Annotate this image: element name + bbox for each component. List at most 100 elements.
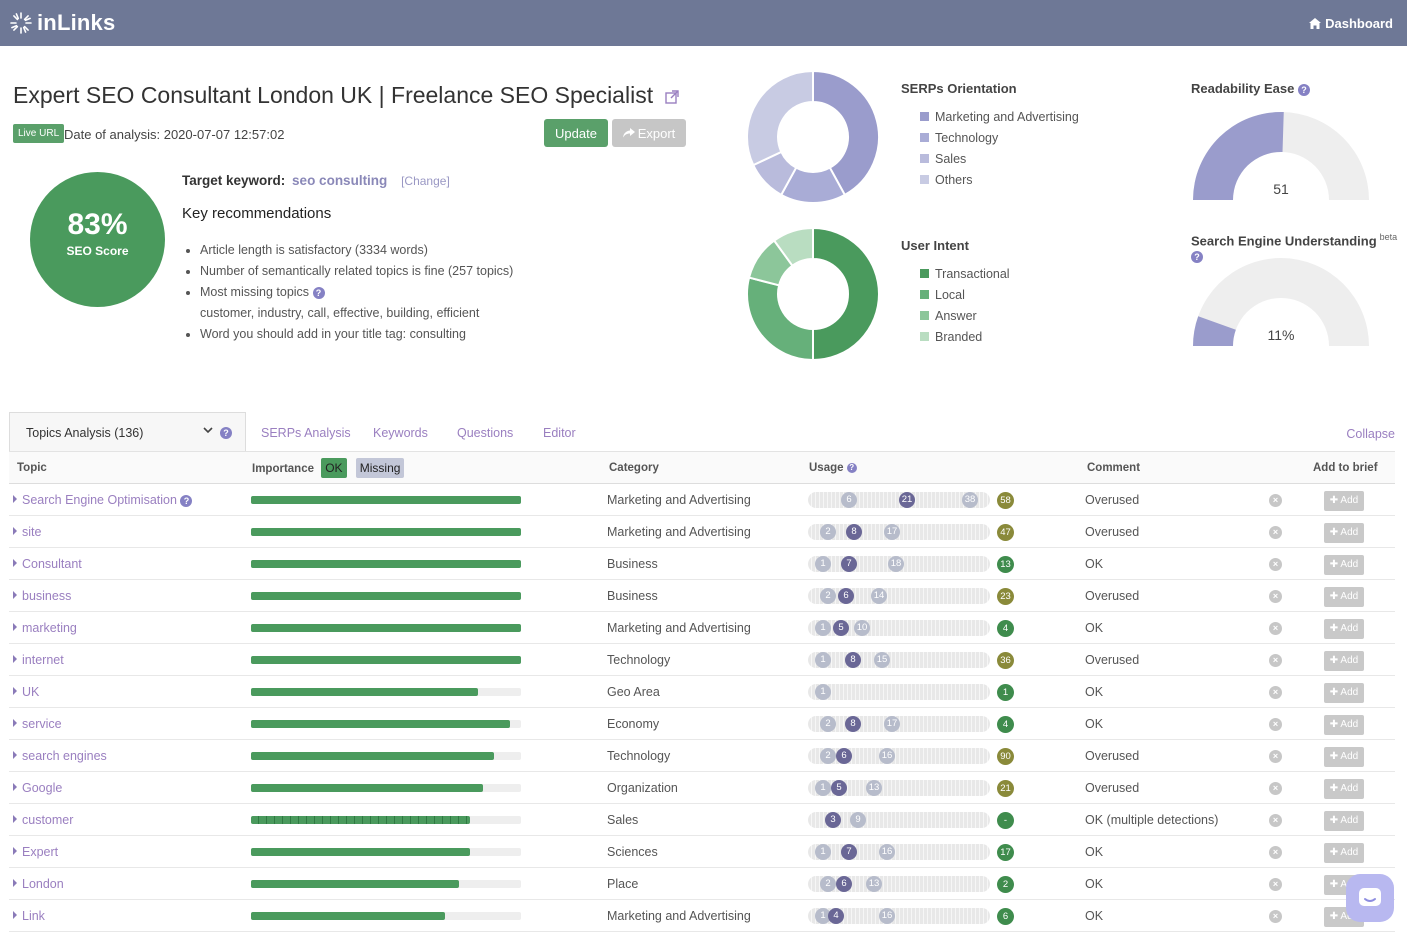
remove-icon[interactable]: ×: [1269, 654, 1282, 667]
tab-keywords[interactable]: Keywords: [373, 426, 428, 440]
remove-icon[interactable]: ×: [1269, 526, 1282, 539]
update-button[interactable]: Update: [544, 119, 608, 147]
chevron-down-icon[interactable]: [203, 425, 213, 435]
topic-link[interactable]: Link: [13, 909, 45, 923]
legend-item[interactable]: Others: [920, 169, 1079, 190]
topic-link[interactable]: business: [13, 589, 71, 603]
tab-serps-analysis[interactable]: SERPs Analysis: [261, 426, 351, 440]
remove-icon[interactable]: ×: [1269, 750, 1282, 763]
remove-icon[interactable]: ×: [1269, 878, 1282, 891]
expand-caret-icon[interactable]: [13, 911, 17, 919]
tab-questions[interactable]: Questions: [457, 426, 514, 440]
table-row[interactable]: search engines Technology 2 6 16 90 Overus…: [9, 740, 1395, 772]
add-to-brief-button[interactable]: ✚ Add: [1324, 523, 1364, 543]
help-icon[interactable]: ?: [1297, 83, 1310, 96]
serps-orientation-slice[interactable]: [746, 70, 814, 167]
tab-editor[interactable]: Editor: [543, 426, 576, 440]
add-to-brief-button[interactable]: ✚ Add: [1324, 811, 1364, 831]
table-row[interactable]: UK Geo Area 1 1 OK × ✚ Add: [9, 676, 1395, 708]
brand-logo[interactable]: inLinks: [9, 10, 115, 36]
dashboard-link[interactable]: Dashboard: [1309, 16, 1393, 31]
topic-link[interactable]: search engines: [13, 749, 107, 763]
topic-link[interactable]: service: [13, 717, 62, 731]
legend-item[interactable]: Branded: [920, 326, 1010, 347]
expand-caret-icon[interactable]: [13, 591, 17, 599]
topic-link[interactable]: Expert: [13, 845, 58, 859]
chat-widget-button[interactable]: [1346, 874, 1394, 922]
expand-caret-icon[interactable]: [13, 751, 17, 759]
remove-icon[interactable]: ×: [1269, 910, 1282, 923]
remove-icon[interactable]: ×: [1269, 494, 1282, 507]
add-to-brief-button[interactable]: ✚ Add: [1324, 619, 1364, 639]
remove-icon[interactable]: ×: [1269, 622, 1282, 635]
table-row[interactable]: internet Technology 1 8 15 36 Overused × ✚…: [9, 644, 1395, 676]
help-icon[interactable]: ?: [1191, 250, 1203, 263]
topic-link[interactable]: customer: [13, 813, 73, 827]
help-icon[interactable]: ?: [312, 286, 325, 299]
legend-item[interactable]: Marketing and Advertising: [920, 106, 1079, 127]
header-topic[interactable]: Topic: [17, 462, 47, 474]
add-to-brief-button[interactable]: ✚ Add: [1324, 779, 1364, 799]
expand-caret-icon[interactable]: [13, 847, 17, 855]
add-to-brief-button[interactable]: ✚ Add: [1324, 715, 1364, 735]
add-to-brief-button[interactable]: ✚ Add: [1324, 683, 1364, 703]
legend-item[interactable]: Technology: [920, 127, 1079, 148]
header-usage[interactable]: Usage ?: [809, 462, 857, 474]
expand-caret-icon[interactable]: [13, 687, 17, 695]
expand-caret-icon[interactable]: [13, 623, 17, 631]
filter-ok-pill[interactable]: OK: [321, 458, 347, 478]
table-row[interactable]: business Business 2 6 14 23 Overused × ✚ A…: [9, 580, 1395, 612]
user-intent-slice[interactable]: [812, 227, 880, 361]
external-link-icon[interactable]: [665, 90, 680, 104]
remove-icon[interactable]: ×: [1269, 814, 1282, 827]
legend-item[interactable]: Local: [920, 284, 1010, 305]
remove-icon[interactable]: ×: [1269, 590, 1282, 603]
tab-topics-analysis[interactable]: Topics Analysis (136) ?: [9, 412, 246, 452]
add-to-brief-button[interactable]: ✚ Add: [1324, 555, 1364, 575]
expand-caret-icon[interactable]: [13, 815, 17, 823]
help-icon[interactable]: ?: [220, 427, 232, 439]
topic-link[interactable]: Consultant: [13, 557, 82, 571]
table-row[interactable]: Link Marketing and Advertising 1 4 16 6 OK…: [9, 900, 1395, 932]
remove-icon[interactable]: ×: [1269, 558, 1282, 571]
collapse-link[interactable]: Collapse: [1346, 427, 1395, 441]
expand-caret-icon[interactable]: [13, 879, 17, 887]
legend-item[interactable]: Answer: [920, 305, 1010, 326]
user-intent-slice[interactable]: [772, 227, 814, 268]
table-row[interactable]: Search Engine Optimisation ? Marketing a…: [9, 484, 1395, 516]
remove-icon[interactable]: ×: [1269, 686, 1282, 699]
header-comment[interactable]: Comment: [1087, 462, 1141, 474]
user-intent-slice[interactable]: [746, 276, 814, 361]
filter-missing-pill[interactable]: Missing: [355, 458, 405, 478]
topic-link[interactable]: site: [13, 525, 41, 539]
expand-caret-icon[interactable]: [13, 495, 17, 503]
remove-icon[interactable]: ×: [1269, 718, 1282, 731]
add-to-brief-button[interactable]: ✚ Add: [1324, 843, 1364, 863]
table-row[interactable]: service Economy 2 8 17 4 OK × ✚ Add: [9, 708, 1395, 740]
add-to-brief-button[interactable]: ✚ Add: [1324, 651, 1364, 671]
topic-link[interactable]: London: [13, 877, 64, 891]
expand-caret-icon[interactable]: [13, 559, 17, 567]
remove-icon[interactable]: ×: [1269, 782, 1282, 795]
help-icon[interactable]: ?: [846, 462, 857, 473]
expand-caret-icon[interactable]: [13, 527, 17, 535]
table-row[interactable]: site Marketing and Advertising 2 8 17 47 O…: [9, 516, 1395, 548]
expand-caret-icon[interactable]: [13, 655, 17, 663]
add-to-brief-button[interactable]: ✚ Add: [1324, 491, 1364, 511]
help-icon[interactable]: ?: [180, 494, 193, 507]
export-button[interactable]: Export: [612, 119, 686, 147]
topic-link[interactable]: internet: [13, 653, 64, 667]
expand-caret-icon[interactable]: [13, 719, 17, 727]
table-row[interactable]: marketing Marketing and Advertising 1 5 10…: [9, 612, 1395, 644]
add-to-brief-button[interactable]: ✚ Add: [1324, 747, 1364, 767]
table-row[interactable]: Expert Sciences 1 7 16 17 OK × ✚ Add: [9, 836, 1395, 868]
legend-item[interactable]: Transactional: [920, 263, 1010, 284]
topic-link[interactable]: Google: [13, 781, 62, 795]
header-category[interactable]: Category: [609, 462, 659, 474]
header-importance[interactable]: Importance OK Missing: [252, 458, 405, 478]
expand-caret-icon[interactable]: [13, 783, 17, 791]
legend-item[interactable]: Sales: [920, 148, 1079, 169]
change-keyword-link[interactable]: [Change]: [401, 174, 450, 188]
